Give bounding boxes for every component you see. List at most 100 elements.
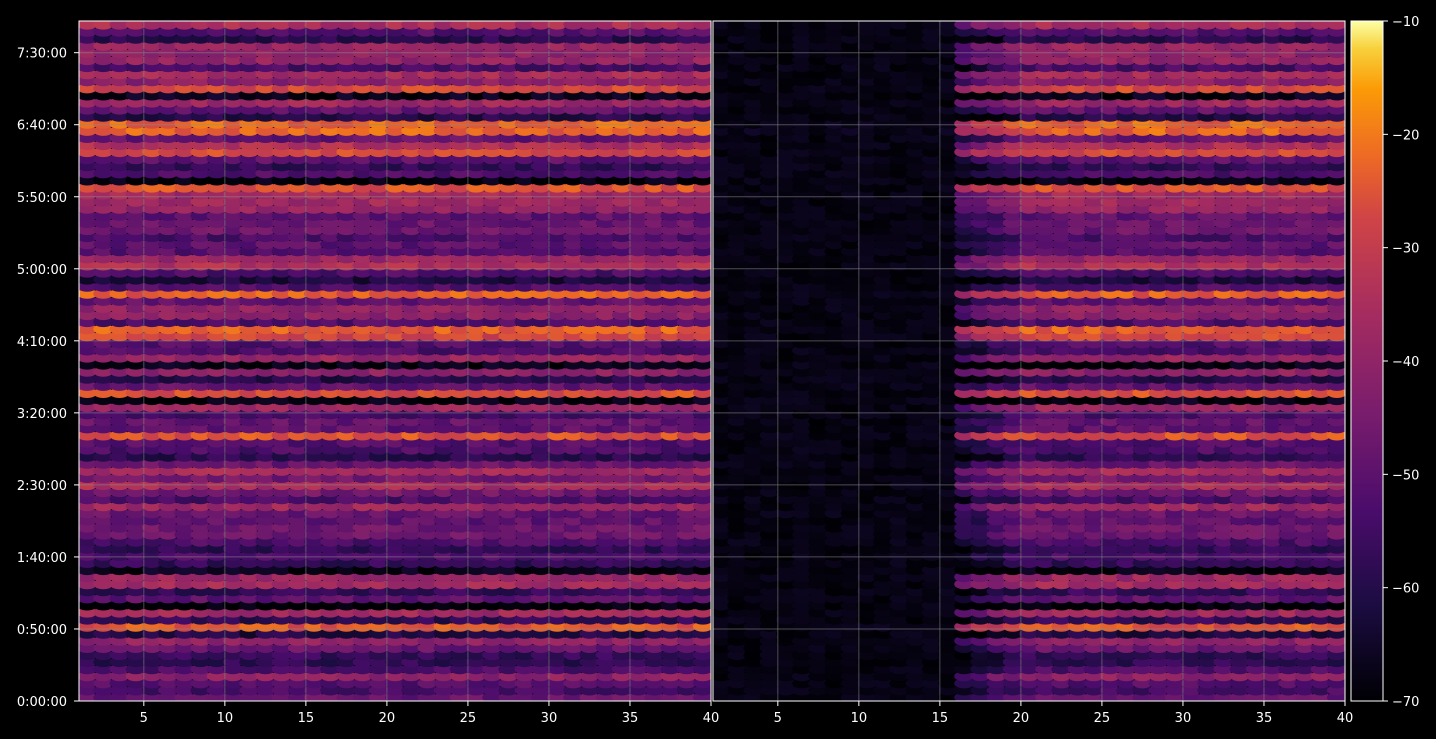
heatmap-cell	[271, 671, 292, 682]
heatmap-cell	[433, 430, 454, 441]
heatmap-cell	[547, 401, 568, 413]
heatmap-cell	[368, 465, 389, 476]
heatmap-cell	[222, 628, 243, 639]
heatmap-cell	[174, 472, 195, 483]
heatmap-cell	[514, 628, 535, 639]
heatmap-cell	[498, 409, 519, 420]
heatmap-cell	[304, 536, 324, 547]
heatmap-cell	[93, 543, 114, 554]
heatmap-cell	[206, 416, 227, 427]
heatmap-cell	[676, 444, 697, 455]
heatmap-cell	[417, 656, 438, 668]
heatmap-cell	[125, 649, 146, 661]
heatmap-cell	[660, 664, 681, 675]
heatmap-cell	[579, 543, 600, 554]
heatmap-cell	[498, 529, 519, 540]
heatmap-cell	[660, 593, 681, 604]
heatmap-cell	[579, 458, 600, 469]
heatmap-cell	[417, 678, 438, 689]
heatmap-cell	[644, 359, 665, 370]
heatmap-cell	[174, 465, 195, 476]
heatmap-cell	[368, 366, 389, 377]
heatmap-cell	[482, 522, 503, 533]
heatmap-cell	[433, 359, 454, 370]
heatmap-cell	[190, 557, 211, 569]
heatmap-cell	[368, 628, 389, 639]
heatmap-cell	[482, 628, 503, 639]
heatmap-cell	[352, 586, 373, 597]
heatmap-cell	[530, 628, 551, 639]
heatmap-cell	[304, 571, 324, 583]
heatmap-cell	[514, 593, 535, 604]
heatmap-cell	[595, 607, 616, 618]
heatmap-cell	[547, 394, 568, 406]
heatmap-cell	[417, 550, 438, 561]
heatmap-cell	[174, 430, 195, 441]
heatmap-cell	[174, 394, 195, 406]
heatmap-cell	[93, 550, 114, 561]
heatmap-cell	[287, 529, 308, 540]
heatmap-cell	[93, 465, 114, 476]
heatmap-cell	[676, 678, 697, 689]
heatmap-cell	[401, 387, 422, 398]
heatmap-cell	[368, 529, 389, 540]
heatmap-cell	[271, 579, 292, 590]
heatmap-cell	[595, 423, 616, 434]
heatmap-cell	[449, 635, 470, 646]
heatmap-cell	[352, 437, 373, 448]
heatmap-cell	[174, 387, 195, 398]
heatmap-cell	[579, 571, 600, 583]
heatmap-cell	[449, 366, 470, 377]
heatmap-cell	[304, 593, 324, 604]
heatmap-cell	[563, 628, 584, 639]
heatmap-cell	[352, 600, 373, 611]
heatmap-cell	[579, 656, 600, 668]
heatmap-cell	[320, 649, 341, 661]
heatmap-cell	[611, 416, 632, 427]
heatmap-cell	[644, 515, 665, 526]
heatmap-cell	[287, 444, 308, 455]
heatmap-cell	[141, 543, 162, 554]
heatmap-cell	[514, 579, 535, 590]
heatmap-cell	[271, 451, 292, 462]
heatmap-cell	[109, 586, 130, 597]
heatmap-cell	[158, 685, 179, 696]
heatmap-cell	[255, 607, 276, 618]
heatmap-cell	[449, 508, 470, 519]
heatmap-cell	[498, 579, 519, 590]
heatmap-cell	[239, 423, 260, 434]
heatmap-cell	[579, 416, 600, 427]
heatmap-cell	[352, 649, 373, 661]
heatmap-cell	[206, 444, 227, 455]
heatmap-cell	[628, 423, 649, 434]
heatmap-cell	[368, 557, 389, 569]
heatmap-cell	[498, 642, 519, 654]
heatmap-cell	[304, 685, 324, 696]
heatmap-cell	[401, 373, 422, 384]
heatmap-cell	[206, 409, 227, 420]
heatmap-cell	[190, 550, 211, 561]
heatmap-cell	[271, 529, 292, 540]
heatmap-cell	[368, 359, 389, 370]
heatmap-cell	[239, 472, 260, 483]
heatmap-cell	[482, 649, 503, 661]
heatmap-cell	[563, 656, 584, 668]
heatmap-cell	[368, 564, 389, 576]
heatmap-cell	[385, 359, 405, 370]
heatmap-cell	[514, 444, 535, 455]
heatmap-cell	[239, 607, 260, 618]
heatmap-cell	[466, 678, 486, 689]
heatmap-cell	[579, 437, 600, 448]
heatmap-cell	[449, 437, 470, 448]
heatmap-cell	[498, 458, 519, 469]
heatmap-cell	[141, 366, 162, 377]
heatmap-cell	[482, 664, 503, 675]
heatmap-cell	[676, 642, 697, 654]
heatmap-cell	[449, 522, 470, 533]
heatmap-cell	[563, 437, 584, 448]
heatmap-cell	[287, 656, 308, 668]
heatmap-cell	[530, 394, 551, 406]
heatmap-cell	[401, 678, 422, 689]
heatmap-cell	[206, 664, 227, 675]
heatmap-cell	[417, 649, 438, 661]
